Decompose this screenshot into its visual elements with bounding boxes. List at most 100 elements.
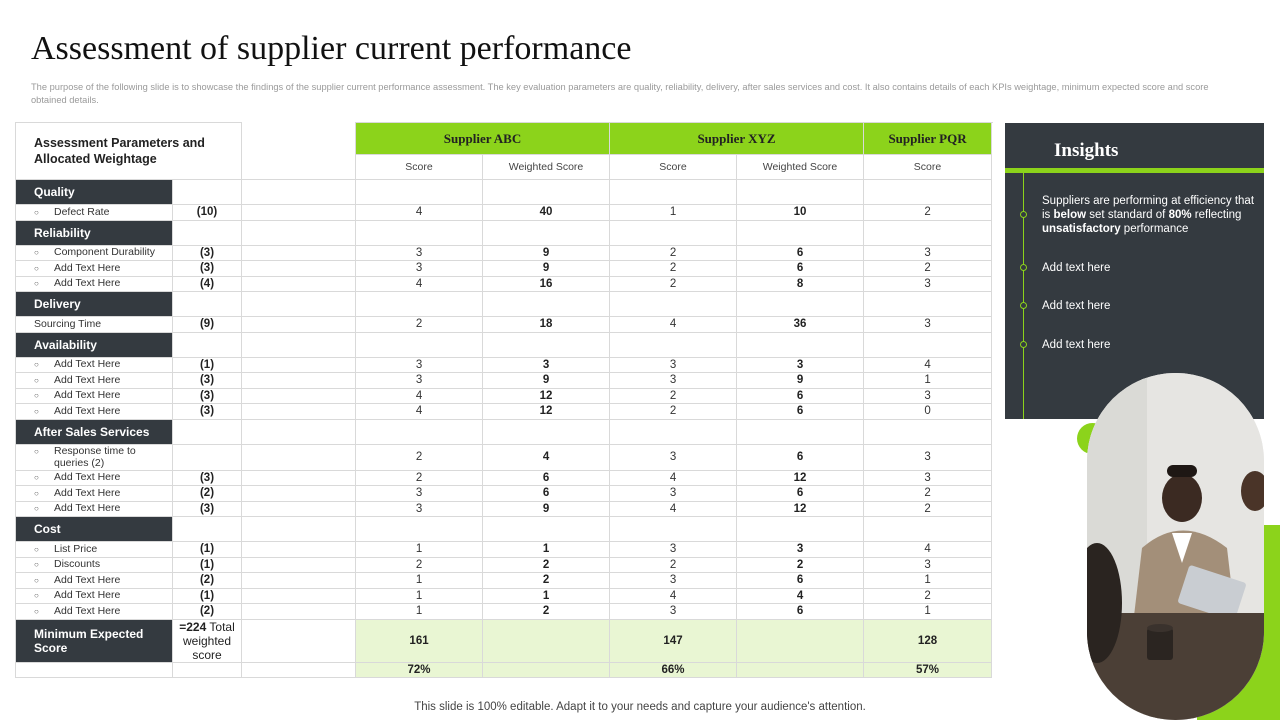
empty-cell (355, 291, 484, 317)
abc-percent: 72% (355, 661, 484, 678)
score-cell: 2 (355, 443, 484, 471)
timeline-dot-icon (1020, 264, 1027, 271)
empty-cell (171, 179, 243, 205)
empty-cell (171, 291, 243, 317)
bullet-icon: ○ (34, 504, 39, 514)
category-row: Availability (15, 331, 993, 358)
empty-cell (863, 291, 993, 317)
score-cell: 3 (355, 500, 484, 517)
score-cell: 2 (609, 403, 738, 420)
weightage-cell: (3) (171, 403, 243, 420)
empty-cell (863, 331, 993, 358)
score-cell: 1 (863, 572, 993, 589)
page-title: Assessment of supplier current performan… (31, 30, 632, 67)
weighted-score-cell: 6 (736, 403, 865, 420)
empty-cell (355, 219, 484, 246)
xyz-percent: 66% (609, 661, 738, 678)
parameter-cell: ○ Add Text Here (15, 485, 173, 502)
score-cell: 4 (609, 587, 738, 604)
weighted-score-cell: 12 (482, 403, 611, 420)
timeline-dot-icon (1020, 211, 1027, 218)
score-cell: 3 (609, 356, 738, 373)
weighted-score-cell: 1 (482, 541, 611, 558)
parameter-label: Add Text Here (54, 604, 121, 617)
parameter-cell: ○ Response time to queries (2) (15, 443, 173, 471)
insight-item-3: Add text here (1042, 300, 1111, 312)
weighted-score-cell: 6 (736, 244, 865, 261)
weighted-score-cell: 18 (482, 316, 611, 333)
parameter-label: Add Text Here (54, 373, 121, 386)
table-row: ○Component Durability(3)392639 (15, 244, 993, 261)
empty-cell (241, 244, 357, 261)
score-cell: 0 (863, 403, 993, 420)
parameter-label: Add Text Here (54, 261, 121, 274)
empty-cell (863, 418, 993, 445)
empty-cell (482, 219, 611, 246)
supplier-abc-header: Supplier ABC (355, 122, 611, 155)
score-cell: 2 (863, 204, 993, 221)
empty-cell (241, 516, 357, 542)
score-cell: 1 (863, 372, 993, 389)
bullet-icon: ○ (34, 544, 39, 554)
score-cell: 2 (863, 587, 993, 604)
score-cell: 1 (355, 587, 484, 604)
bullet-icon: ○ (34, 406, 39, 416)
insight-item-2: Add text here (1042, 262, 1111, 274)
weightage-cell: (2) (171, 485, 243, 502)
empty-cell (863, 516, 993, 542)
parameter-label: Add Text Here (54, 358, 121, 371)
parameter-cell: ○ Add Text Here (15, 500, 173, 517)
score-cell: 3 (863, 443, 993, 471)
empty-cell (241, 500, 357, 517)
parameter-label: Add Text Here (54, 573, 121, 586)
bullet-icon: ○ (34, 447, 39, 456)
score-cell: 3 (609, 572, 738, 589)
score-col-header: Score (355, 154, 484, 180)
score-cell: 2 (609, 275, 738, 292)
score-cell: 3 (863, 387, 993, 404)
bullet-icon: ○ (34, 391, 39, 401)
score-cell: 4 (863, 356, 993, 373)
parameters-header: Assessment Parameters and Allocated Weig… (14, 122, 243, 180)
empty-cell (355, 179, 484, 205)
weighted-score-col-header: Weighted Score (482, 154, 611, 180)
weighted-score-cell: 9 (736, 372, 865, 389)
meeting-photo-illustration (1087, 373, 1264, 720)
table-row: ○Defect Rate(10)440110220 (15, 204, 993, 221)
parameter-cell: ○ Add Text Here (15, 260, 173, 277)
score-cell: 3 (863, 275, 993, 292)
parameter-label: Component Durability (54, 246, 155, 259)
weighted-score-cell: 4 (736, 587, 865, 604)
table-row: ○Add Text Here(2)363624 (15, 485, 993, 502)
score-cell: 3 (609, 443, 738, 471)
bullet-icon: ○ (34, 375, 39, 385)
bullet-icon: ○ (34, 263, 39, 273)
parameter-cell: ○ Defect Rate (15, 204, 173, 221)
score-cell: 2 (609, 260, 738, 277)
assessment-table: Assessment Parameters and Allocated Weig… (14, 122, 993, 678)
empty-cell (241, 291, 357, 317)
total-weighted-score: =224 Total weighted score (171, 618, 243, 663)
insight-bold: below (1053, 209, 1087, 221)
category-label: After Sales Services (15, 418, 173, 445)
category-row: Delivery (15, 291, 993, 317)
weighted-score-cell: 2 (482, 603, 611, 620)
empty-cell (241, 572, 357, 589)
empty-cell (736, 516, 865, 542)
parameter-label: Add Text Here (54, 404, 121, 417)
empty-cell (736, 418, 865, 445)
empty-cell (241, 556, 357, 573)
score-cell: 1 (863, 603, 993, 620)
empty-cell (355, 418, 484, 445)
empty-cell (241, 587, 357, 604)
empty-cell (171, 331, 243, 358)
weightage-cell: (3) (171, 500, 243, 517)
minimum-expected-score-label: Minimum Expected Score (15, 618, 173, 663)
category-row: Quality (15, 179, 993, 205)
abc-total: 161 (355, 618, 484, 663)
score-cell: 4 (609, 469, 738, 486)
score-cell: 1 (609, 204, 738, 221)
empty-cell (736, 331, 865, 358)
score-cell: 2 (609, 387, 738, 404)
insights-timeline-line (1023, 173, 1024, 419)
